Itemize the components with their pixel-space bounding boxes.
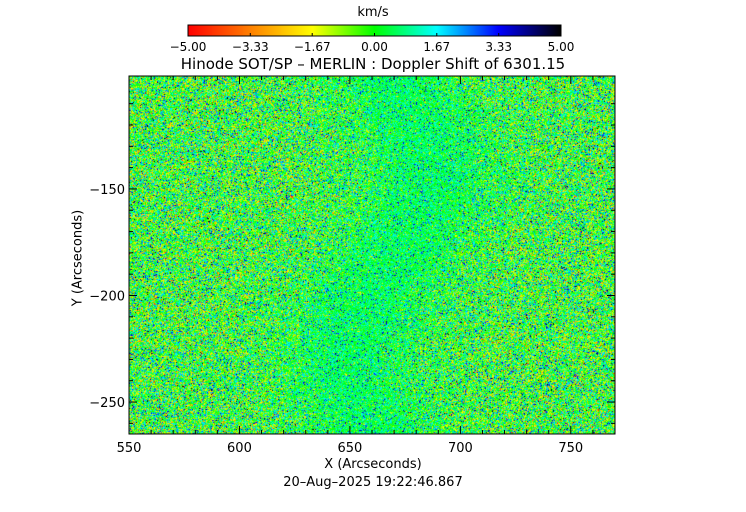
- colorbar-tick-label: −3.33: [232, 40, 269, 54]
- y-tick-label: −150: [89, 183, 125, 198]
- x-tick-label: 650: [337, 441, 362, 456]
- colorbar: [188, 25, 561, 36]
- x-axis-label: X (Arcseconds): [324, 457, 422, 472]
- colorbar-tick-label: −5.00: [170, 40, 207, 54]
- colorbar-tick-label: 3.33: [485, 40, 512, 54]
- x-tick-label: 750: [558, 441, 583, 456]
- plot-frame: [128, 75, 616, 435]
- y-axis-label: Y (Arcseconds): [70, 209, 86, 307]
- colorbar-label: km/s: [357, 5, 389, 20]
- plot-title: Hinode SOT/SP – MERLIN : Doppler Shift o…: [180, 55, 566, 73]
- x-tick-label: 550: [117, 441, 142, 456]
- y-tick-label: −250: [89, 396, 125, 411]
- colorbar-tick-label: −1.67: [294, 40, 331, 54]
- x-tick-label: 600: [227, 441, 252, 456]
- colorbar-tick-label: 0.00: [361, 40, 388, 54]
- colorbar-tick-label: 1.67: [423, 40, 450, 54]
- doppler-map: [129, 76, 615, 434]
- y-tick-label: −200: [89, 289, 125, 304]
- x-tick-label: 700: [448, 441, 473, 456]
- timestamp: 20–Aug–2025 19:22:46.867: [283, 475, 463, 490]
- colorbar-tick-label: 5.00: [548, 40, 575, 54]
